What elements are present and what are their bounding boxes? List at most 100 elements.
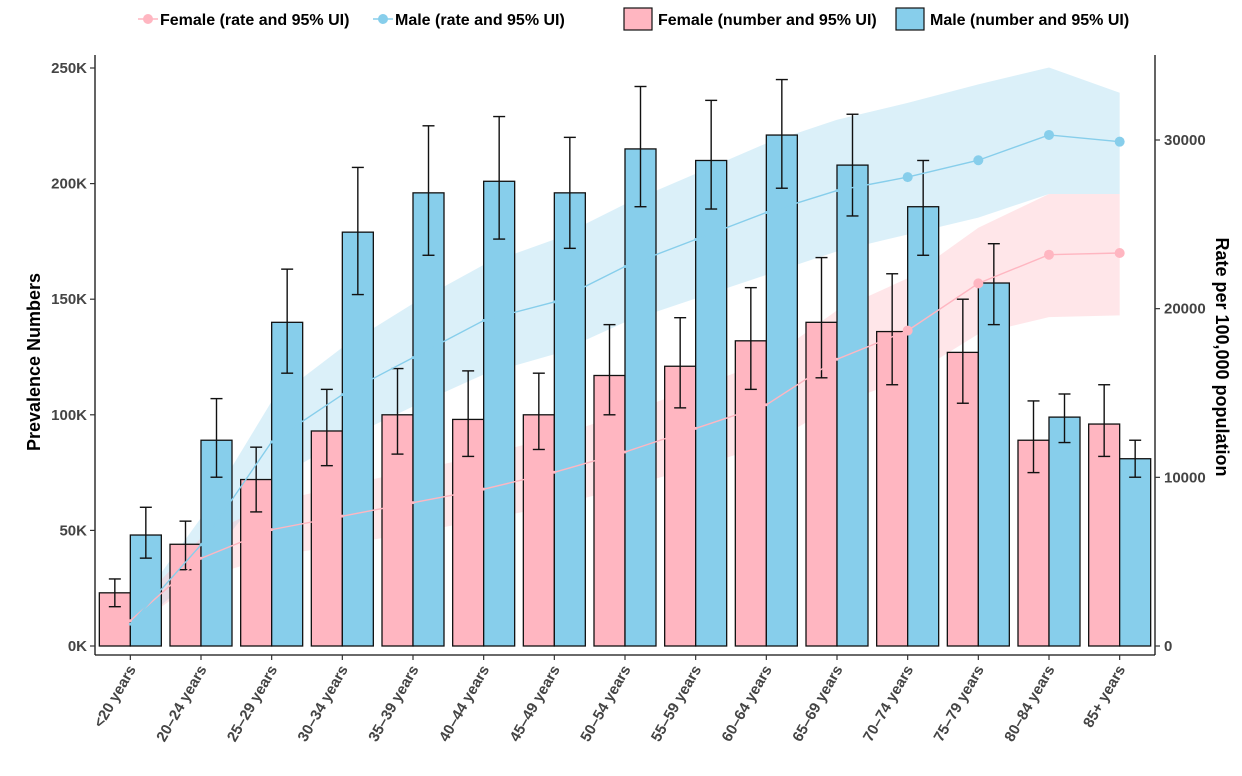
rate-uncertainty-bands	[130, 67, 1120, 633]
male-errorbar-13	[1058, 393, 1071, 444]
rate-lines-layer	[128, 129, 1125, 626]
male-errorbar-10	[846, 113, 859, 217]
legend-item-0: Female (rate and 95% UI)	[138, 12, 349, 29]
x-tick-label-14: 85+ years	[1080, 663, 1129, 731]
male-bar-8	[695, 159, 728, 647]
x-tick-label-3: 30–34 years	[295, 663, 352, 745]
legend-key-2	[623, 7, 653, 31]
male-rate-point-11	[902, 172, 913, 183]
x-tick-label-4: 35–39 years	[365, 663, 422, 745]
female-rate-band	[130, 193, 1120, 630]
male-errorbar-2	[281, 268, 294, 374]
legend-item-1: Male (rate and 95% UI)	[373, 12, 565, 29]
male-errorbar-9	[775, 78, 788, 189]
x-tick-label-2: 25–29 years	[224, 663, 281, 745]
male-bar-13	[1048, 416, 1081, 647]
male-bar-12	[977, 282, 1010, 647]
male-rate-point-0	[128, 622, 132, 626]
female-bar-14	[1088, 423, 1121, 647]
right-tick-label-3: 30000	[1164, 132, 1206, 149]
legend-key-point-1	[378, 14, 388, 24]
male-rate-point-8	[694, 238, 698, 242]
male-bar-14	[1119, 458, 1152, 647]
male-errorbar-11	[917, 159, 930, 256]
female-rate-point-14	[1114, 248, 1125, 259]
legend-label-1: Male (rate and 95% UI)	[395, 12, 565, 29]
male-rate-band	[130, 67, 1120, 633]
male-errorbar-12	[987, 243, 1000, 326]
female-rate-point-4	[411, 501, 415, 505]
female-errorbar-11	[886, 273, 899, 386]
right-axis-title: Rate per 100,000 population	[1212, 237, 1232, 476]
x-tick-label-0: <20 years	[91, 663, 140, 731]
right-tick-label-0: 0	[1164, 638, 1172, 655]
male-rate-point-3	[340, 393, 344, 397]
male-rate-point-14	[1114, 136, 1125, 147]
male-rate-point-13	[1044, 129, 1054, 140]
female-rate-point-1	[199, 556, 203, 560]
x-tick-label-11: 70–74 years	[860, 663, 917, 745]
male-errorbar-1	[210, 397, 223, 478]
female-rate-point-0	[128, 619, 132, 623]
left-axis-title: Prevalence Numbers	[24, 273, 44, 451]
x-tick-label-5: 40–44 years	[436, 663, 493, 745]
female-bar-3	[310, 430, 343, 647]
male-bar-3	[341, 231, 374, 647]
male-errorbar-3	[351, 166, 364, 296]
male-rate-point-10	[835, 189, 839, 193]
female-rate-point-3	[340, 514, 344, 518]
x-tick-label-13: 80–84 years	[1001, 663, 1058, 745]
legend-key-3	[895, 7, 925, 31]
female-rate-point-8	[694, 426, 698, 430]
female-errorbar-6	[532, 372, 545, 451]
legend: Female (rate and 95% UI) Male (rate and 9…	[138, 7, 1129, 31]
left-tick-label-5: 250K	[51, 60, 87, 77]
female-bar-8	[664, 365, 697, 647]
female-errorbar-9	[744, 286, 757, 391]
female-errorbar-2	[250, 446, 263, 513]
female-errorbar-3	[320, 388, 333, 467]
male-errorbar-5	[493, 115, 506, 240]
x-tick-label-8: 55–59 years	[648, 663, 705, 745]
female-errorbar-10	[815, 256, 828, 379]
male-rate-point-6	[552, 300, 556, 304]
male-bar-10	[836, 164, 869, 647]
female-rate-point-6	[552, 470, 556, 474]
legend-key-point-0	[143, 14, 153, 24]
male-bar-6	[553, 192, 586, 647]
male-rate-point-1	[199, 543, 203, 547]
legend-item-2: Female (number and 95% UI)	[623, 7, 877, 31]
male-rate-point-9	[764, 211, 768, 215]
x-tick-label-7: 50–54 years	[577, 663, 634, 745]
male-rate-point-4	[411, 356, 415, 360]
female-errorbar-7	[603, 323, 616, 416]
female-rate-point-11	[902, 325, 913, 336]
male-rate-point-2	[270, 440, 274, 444]
female-errorbar-12	[956, 298, 969, 404]
male-errorbar-14	[1129, 439, 1142, 478]
bars-layer	[98, 134, 1152, 647]
left-tick-label-4: 200K	[51, 176, 87, 193]
male-rate-point-5	[482, 318, 486, 322]
male-rate-point-7	[623, 265, 627, 268]
x-tick-label-1: 20–24 years	[153, 663, 210, 745]
female-rate-point-9	[764, 403, 768, 407]
male-errorbar-0	[139, 506, 152, 559]
x-tick-label-9: 60–64 years	[719, 663, 776, 745]
male-rate-point-12	[973, 155, 984, 166]
male-bar-2	[271, 321, 304, 647]
female-rate-point-7	[623, 450, 627, 454]
male-errorbar-4	[422, 125, 435, 256]
left-tick-label-3: 150K	[51, 291, 87, 308]
x-tick-label-6: 45–49 years	[507, 663, 564, 745]
left-tick-label-2: 100K	[51, 407, 87, 424]
female-rate-point-12	[973, 278, 984, 289]
female-errorbar-0	[108, 578, 121, 608]
male-errorbar-8	[705, 99, 718, 210]
female-rate-point-5	[482, 487, 486, 491]
female-errorbar-8	[674, 316, 687, 409]
legend-item-3: Male (number and 95% UI)	[895, 7, 1129, 31]
female-rate-point-10	[835, 357, 839, 361]
male-bar-7	[624, 148, 657, 647]
